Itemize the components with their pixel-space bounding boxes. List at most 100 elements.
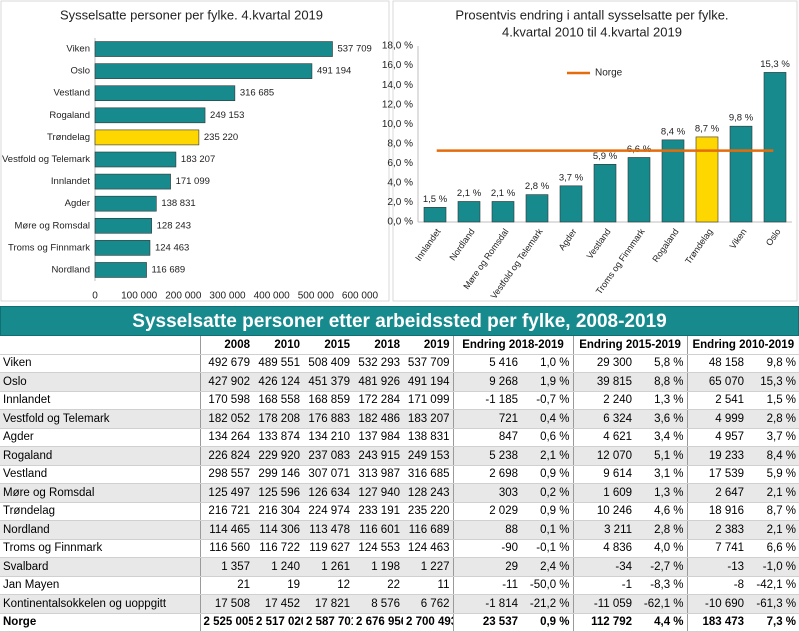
table-cell: 17 821: [303, 594, 353, 614]
table: 2008 2010 2015 2018 2019 Endring 2018-2019 End…: [0, 336, 799, 632]
value-label: 2,1 %: [457, 188, 482, 199]
table-row: Vestfold og Telemark 182 052 178 208 176 88…: [0, 409, 799, 429]
table-cell: 18 916: [686, 502, 748, 521]
table-cell: 1 240: [253, 557, 303, 577]
table-cell: 124 553: [353, 539, 403, 558]
y-tick-label: 6,0 %: [387, 158, 413, 169]
value-label: 537 709: [337, 44, 371, 55]
table-cell: 229 920: [253, 446, 303, 466]
table-cell: -13: [686, 557, 748, 577]
table-cell: 243 915: [353, 446, 403, 466]
table-cell: 183 473: [686, 612, 748, 632]
bar: [457, 201, 481, 223]
table-cell: 9 614: [572, 465, 636, 484]
table-cell: 29 300: [572, 354, 636, 373]
table-cell: 5 238: [452, 446, 521, 466]
table-cell: 216 304: [253, 502, 303, 521]
table-cell: 1,0 %: [521, 354, 574, 373]
table-cell: 4,0 %: [635, 539, 688, 558]
table-cell: 176 883: [303, 409, 353, 429]
category-label: Vestfold og Telemark: [2, 154, 90, 165]
table-cell: 216 721: [199, 502, 253, 521]
table-cell: -1,0 %: [747, 557, 799, 577]
table-cell: -90: [452, 539, 521, 558]
table-cell: 226 824: [199, 446, 253, 466]
table-cell: 0,9 %: [521, 465, 574, 484]
bar: [94, 173, 171, 190]
table-cell: Møre og Romsdal: [0, 483, 200, 503]
x-tick-label: 0: [92, 291, 98, 302]
header-cell: Endring 2010-2019: [686, 336, 799, 355]
table-cell: 2 240: [572, 391, 636, 410]
category-label: Oslo: [70, 66, 90, 77]
table-cell: 1,5 %: [747, 391, 799, 410]
table-cell: 9,8 %: [747, 354, 799, 373]
table-cell: 8 576: [353, 594, 403, 614]
bar: [94, 240, 151, 256]
bar: [94, 129, 200, 146]
bar: [763, 72, 787, 223]
table-cell: 237 083: [303, 446, 353, 466]
y-tick-label: 14,0 %: [382, 80, 413, 91]
table-cell: 8,8 %: [635, 372, 688, 392]
bar: [559, 185, 583, 223]
table-cell: 3,6 %: [635, 409, 688, 429]
table-cell: 137 984: [353, 428, 403, 447]
table-cell: 65 070: [686, 372, 748, 392]
table-cell: 1 227: [403, 557, 453, 577]
bar: [94, 217, 152, 234]
table-cell: 481 926: [353, 372, 403, 392]
table-cell: -42,1 %: [747, 576, 799, 595]
table-cell: 4 957: [686, 428, 748, 447]
table-cell: 119 627: [303, 539, 353, 558]
value-label: 2,1 %: [491, 188, 516, 199]
bar: [627, 157, 651, 223]
y-tick-label: 2,0 %: [387, 197, 413, 208]
table-row: Agder 134 264 133 874 134 210 137 984 138 831…: [0, 428, 799, 447]
table-row: Trøndelag 216 721 216 304 224 974 233 191 235…: [0, 502, 799, 521]
value-label: 138 831: [161, 198, 195, 209]
table-cell: 2,8 %: [635, 520, 688, 540]
table-row: Troms og Finnmark 116 560 116 722 119 627 12…: [0, 539, 799, 558]
table-cell: 2 587 701: [303, 612, 353, 632]
table-cell: -1 185: [452, 391, 521, 410]
table-cell: 532 293: [353, 354, 403, 373]
y-tick-label: 8,0 %: [387, 138, 413, 149]
table-cell: 116 601: [353, 520, 403, 540]
bar: [94, 85, 236, 102]
table-cell: 298 557: [199, 465, 253, 484]
table-cell: 6,6 %: [747, 539, 799, 558]
category-label: Møre og Romsdal: [15, 220, 91, 231]
x-tick-label: 500 000: [298, 291, 335, 302]
header-cell: 2018: [353, 336, 403, 355]
value-label: 491 194: [317, 66, 351, 77]
table-cell: 299 146: [253, 465, 303, 484]
category-label: Innlandet: [51, 176, 90, 187]
table-cell: 170 598: [199, 391, 253, 410]
table-cell: 172 284: [353, 391, 403, 410]
x-tick-label: 200 000: [165, 291, 202, 302]
value-label: 3,7 %: [559, 172, 584, 183]
table-cell: -0,7 %: [521, 391, 574, 410]
table-row: Nordland 114 465 114 306 113 478 116 601 116 …: [0, 520, 799, 540]
table-cell: 128 243: [403, 483, 453, 503]
table-cell: 1,9 %: [521, 372, 574, 392]
table-cell: Svalbard: [0, 557, 200, 577]
table-row: Kontinentalsokkelen og uoppgitt 17 508 17 …: [0, 594, 799, 614]
value-label: 8,7 %: [695, 123, 720, 134]
table-cell: 134 264: [199, 428, 253, 447]
table-cell: 21: [199, 576, 253, 595]
table-cell: 3,7 %: [747, 428, 799, 447]
table-cell: 2,1 %: [747, 520, 799, 540]
table-cell: 1,3 %: [635, 483, 688, 503]
table-cell: Jan Mayen: [0, 576, 200, 595]
header-cell: Endring 2015-2019: [572, 336, 688, 355]
x-tick-label: 400 000: [254, 291, 291, 302]
table-cell: -1: [572, 576, 636, 595]
table-cell: 2,1 %: [747, 483, 799, 503]
header-cell: [0, 336, 200, 355]
table-cell: 125 497: [199, 483, 253, 503]
table-cell: -8,3 %: [635, 576, 688, 595]
value-label: 249 153: [210, 110, 244, 121]
